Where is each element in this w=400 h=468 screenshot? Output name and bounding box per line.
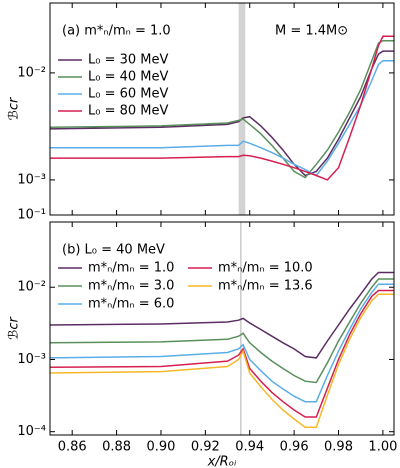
x-axis-label: x/Rₒᵢ [207,455,237,468]
legend-label: m*ₙ/mₙ = 3.0 [88,279,174,294]
legend-label: m*ₙ/mₙ = 1.0 [88,261,174,276]
x-tick-label: 0.86 [58,440,87,455]
y-tick-label: 10⁻³ [17,352,46,367]
legend-label: L₀ = 80 MeV [88,104,169,119]
annotation: (b) L₀ = 40 MeV [62,243,165,258]
line-series [50,289,394,418]
line-series [50,293,394,429]
y-axis-label: ℬcr [7,96,22,120]
plot-frame [49,2,395,216]
legend-label: m*ₙ/mₙ = 10.0 [218,261,313,276]
x-tick-label: 1.00 [368,440,397,455]
y-tick-label: 10⁻³ [17,172,46,187]
line-series [50,278,394,384]
shaded-region [238,3,246,215]
x-tick-label: 0.90 [146,440,175,455]
line-series [50,271,394,359]
legend-label: L₀ = 60 MeV [88,87,169,102]
annotation: (a) m*ₙ/mₙ = 1.0 [62,24,171,39]
legend-label: m*ₙ/mₙ = 6.0 [88,297,174,312]
x-tick-label: 0.88 [102,440,131,455]
plot-frame [49,221,395,436]
x-tick-label: 0.96 [280,440,309,455]
y-tick-label: 10⁻⁴ [17,424,46,439]
line-series [50,39,394,179]
x-tick-label: 0.92 [191,440,220,455]
line-series [50,59,394,177]
x-tick-label: 0.94 [235,440,264,455]
line-series [50,35,394,181]
legend-label: L₀ = 30 MeV [88,53,169,68]
legend-label: m*ₙ/mₙ = 13.6 [218,279,313,294]
line-series [50,283,394,403]
y-tick-label: 10⁻² [17,65,46,80]
x-tick-label: 0.98 [324,440,353,455]
annotation: M = 1.4M⊙ [275,24,348,39]
y-axis-label: ℬcr [7,315,22,339]
y-tick-label: 10⁻² [17,280,46,295]
legend-label: L₀ = 40 MeV [88,70,169,85]
y-tick-label: 10⁻¹ [17,208,46,223]
